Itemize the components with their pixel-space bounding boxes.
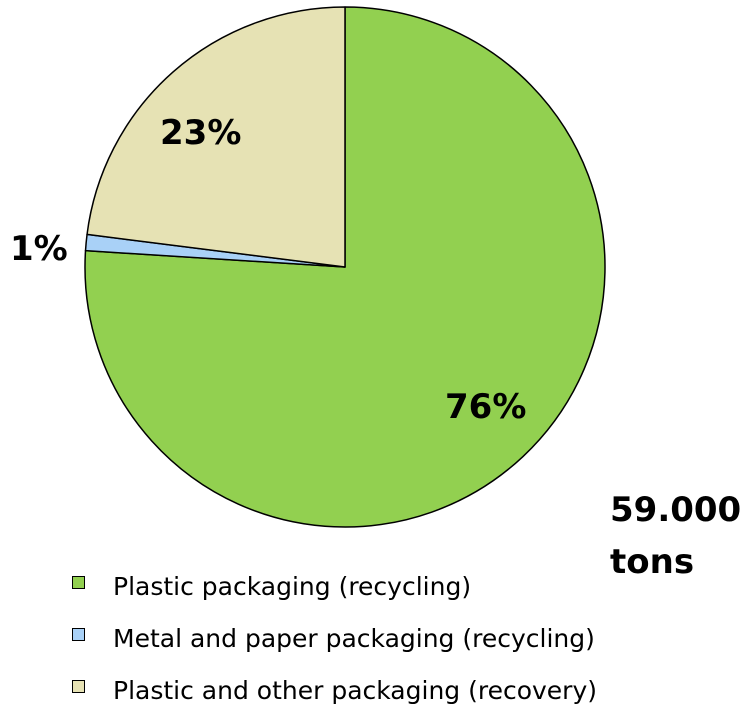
legend-label: Plastic and other packaging (recovery) — [113, 675, 598, 705]
legend-label: Metal and paper packaging (recycling) — [113, 623, 595, 653]
total-value: 59.000 — [610, 490, 742, 530]
total-unit: tons — [610, 542, 695, 582]
legend: Plastic packaging (recycling) Metal and p… — [72, 560, 597, 716]
legend-label: Plastic packaging (recycling) — [113, 571, 472, 601]
slice-percent-label: 1% — [10, 229, 68, 269]
legend-item: Plastic packaging (recycling) — [72, 560, 597, 612]
pie-slice — [84, 6, 606, 528]
pie-labels: 76% 1% 23% — [10, 113, 526, 427]
legend-item: Plastic and other packaging (recovery) — [72, 664, 597, 716]
legend-swatch — [72, 627, 85, 641]
legend-swatch — [72, 575, 85, 589]
total-annotation: 59.000 tons — [610, 484, 741, 588]
pie-slice — [86, 6, 346, 268]
pie-slices — [84, 6, 606, 528]
legend-item: Metal and paper packaging (recycling) — [72, 612, 597, 664]
slice-percent-label: 23% — [160, 113, 241, 153]
slice-percent-label: 76% — [445, 387, 526, 427]
legend-swatch — [72, 679, 85, 693]
